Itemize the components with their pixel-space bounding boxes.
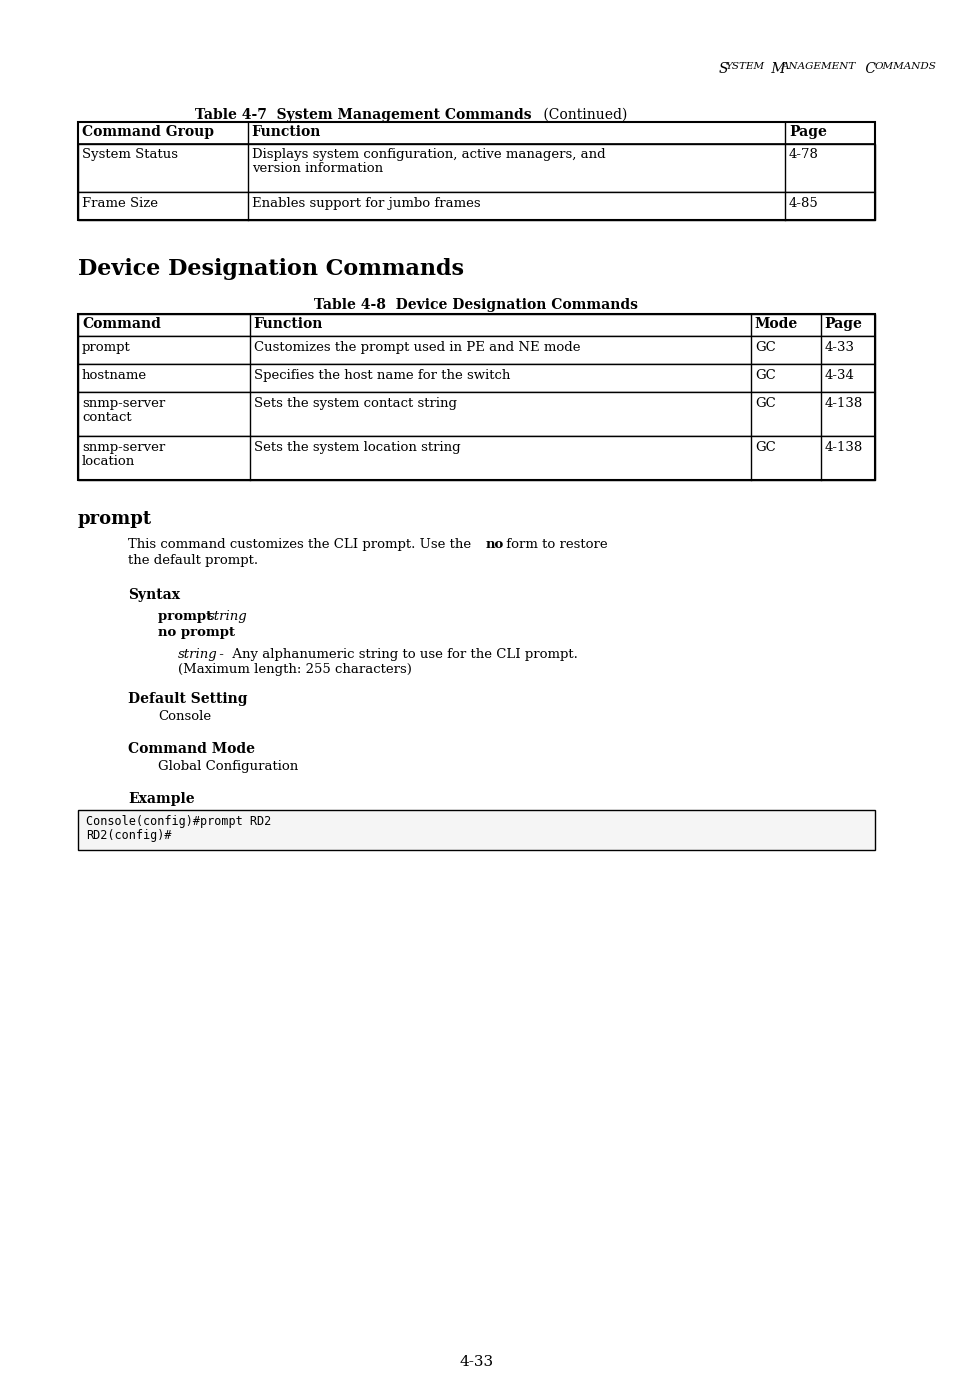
Bar [78, 811, 874, 849]
Text: Console(config)#prompt RD2: Console(config)#prompt RD2 [86, 815, 271, 829]
Text: prompt: prompt [78, 509, 152, 527]
Text: Console: Console [157, 711, 211, 723]
Bar [78, 192, 874, 221]
Text: Default Setting: Default Setting [128, 693, 247, 706]
Text: Table 4-7  System Management Commands: Table 4-7 System Management Commands [194, 108, 531, 122]
Text: Frame Size: Frame Size [82, 197, 157, 210]
Text: M: M [766, 62, 784, 76]
Text: (Continued): (Continued) [538, 108, 627, 122]
Text: location: location [82, 455, 135, 468]
Text: (Maximum length: 255 characters): (Maximum length: 255 characters) [177, 663, 411, 676]
Text: Command Mode: Command Mode [128, 743, 254, 756]
Text: no prompt: no prompt [157, 626, 234, 638]
Text: S: S [719, 62, 728, 76]
Text: 4-85: 4-85 [788, 197, 818, 210]
Text: Sets the system contact string: Sets the system contact string [253, 397, 456, 409]
Text: 4-33: 4-33 [458, 1355, 493, 1369]
Text: Global Configuration: Global Configuration [157, 761, 297, 773]
Text: form to restore: form to restore [501, 539, 607, 551]
Text: RD2(config)#: RD2(config)# [86, 829, 172, 843]
Text: Customizes the prompt used in PE and NE mode: Customizes the prompt used in PE and NE … [253, 341, 579, 354]
Text: Specifies the host name for the switch: Specifies the host name for the switch [253, 369, 510, 382]
Text: GC: GC [754, 369, 775, 382]
Text: GC: GC [754, 341, 775, 354]
Text: Sets the system location string: Sets the system location string [253, 441, 459, 454]
Text: Syntax: Syntax [128, 589, 179, 602]
Text: OMMANDS: OMMANDS [874, 62, 936, 71]
Text: 4-138: 4-138 [824, 397, 862, 409]
Text: Function: Function [252, 125, 320, 139]
Text: snmp-server: snmp-server [82, 441, 165, 454]
Text: no: no [485, 539, 503, 551]
Text: the default prompt.: the default prompt. [128, 554, 257, 568]
Bar [78, 336, 874, 364]
Text: Page: Page [824, 316, 862, 330]
Text: snmp-server: snmp-server [82, 397, 165, 409]
Text: Device Designation Commands: Device Designation Commands [78, 258, 463, 280]
Text: hostname: hostname [82, 369, 147, 382]
Text: Mode: Mode [754, 316, 798, 330]
Bar [78, 314, 874, 480]
Bar [78, 144, 874, 192]
Text: string: string [208, 609, 247, 623]
Text: Page: Page [788, 125, 826, 139]
Bar [78, 122, 874, 144]
Text: Table 4-8  Device Designation Commands: Table 4-8 Device Designation Commands [314, 298, 638, 312]
Text: prompt: prompt [157, 609, 216, 623]
Text: Displays system configuration, active managers, and: Displays system configuration, active ma… [252, 149, 604, 161]
Text: YSTEM: YSTEM [725, 62, 764, 71]
Text: -  Any alphanumeric string to use for the CLI prompt.: - Any alphanumeric string to use for the… [214, 648, 577, 661]
Text: Enables support for jumbo frames: Enables support for jumbo frames [252, 197, 479, 210]
Bar [78, 436, 874, 480]
Text: prompt: prompt [82, 341, 131, 354]
Text: System Status: System Status [82, 149, 177, 161]
Text: Example: Example [128, 793, 194, 806]
Bar [78, 314, 874, 336]
Text: string: string [177, 648, 217, 661]
Text: 4-33: 4-33 [824, 341, 854, 354]
Text: 4-34: 4-34 [824, 369, 854, 382]
Text: ANAGEMENT: ANAGEMENT [781, 62, 855, 71]
Bar [78, 122, 874, 221]
Text: C: C [860, 62, 875, 76]
Bar [78, 364, 874, 391]
Bar [78, 391, 874, 436]
Text: version information: version information [252, 162, 382, 175]
Text: contact: contact [82, 411, 132, 423]
Text: This command customizes the CLI prompt. Use the: This command customizes the CLI prompt. … [128, 539, 475, 551]
Text: 4-78: 4-78 [788, 149, 818, 161]
Text: Command: Command [82, 316, 161, 330]
Text: GC: GC [754, 397, 775, 409]
Text: Command Group: Command Group [82, 125, 213, 139]
Text: Function: Function [253, 316, 323, 330]
Text: 4-138: 4-138 [824, 441, 862, 454]
Text: GC: GC [754, 441, 775, 454]
